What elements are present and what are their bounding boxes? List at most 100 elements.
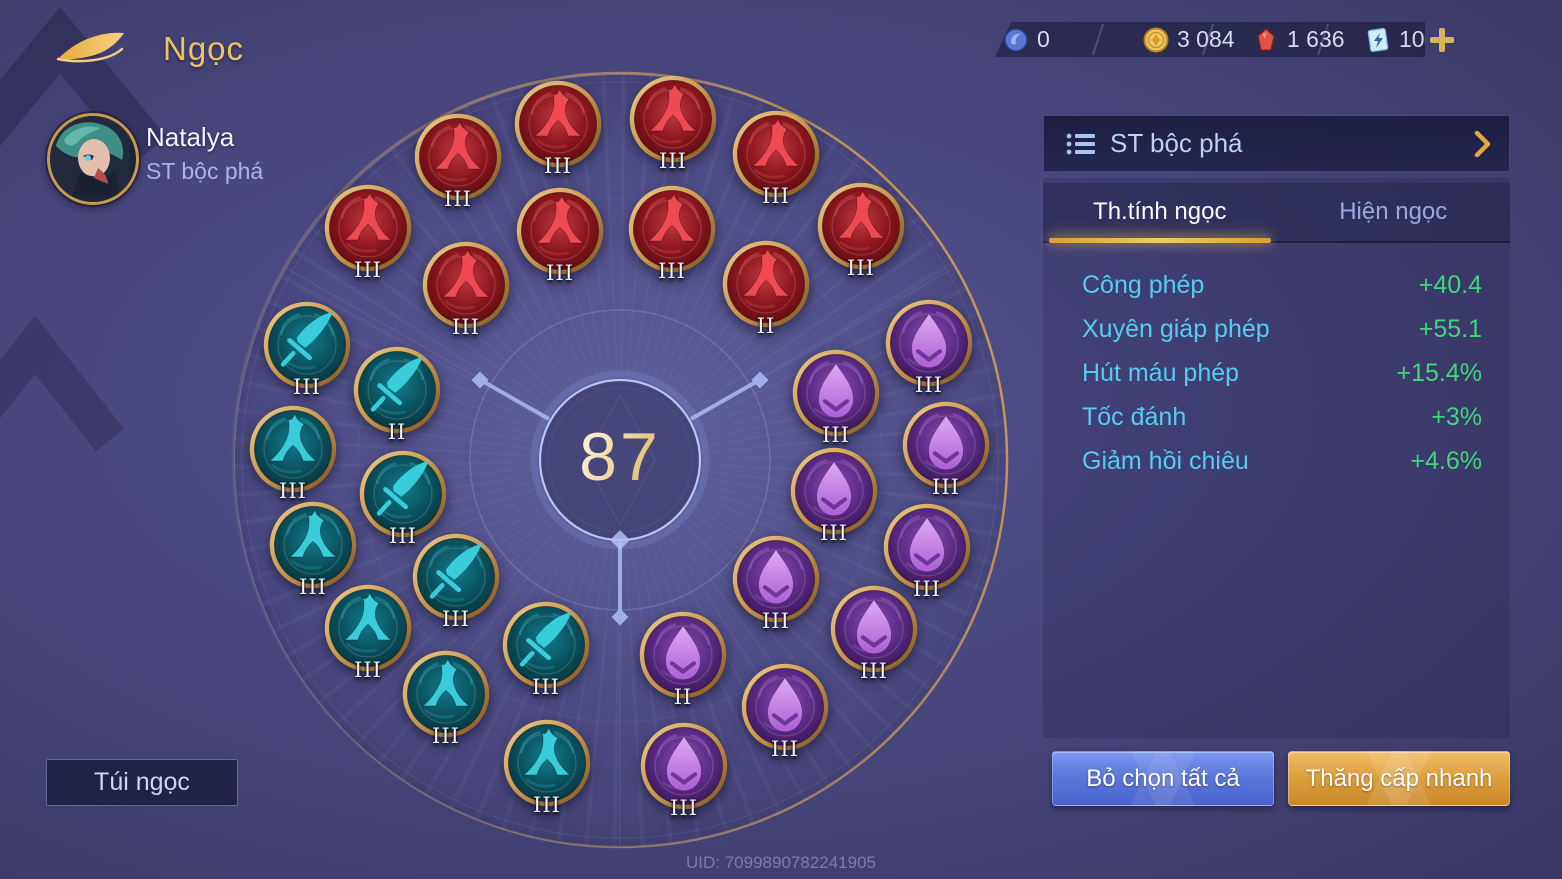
gold-coin-icon	[1143, 27, 1169, 53]
back-arrow-icon	[56, 32, 124, 63]
gem-purple-drop-22[interactable]: III	[790, 347, 882, 447]
currency-value: 0	[1037, 26, 1050, 52]
gem-level: III	[762, 609, 790, 633]
add-currency-button[interactable]	[1426, 24, 1458, 56]
gem-teal-sword-11[interactable]: III	[261, 299, 353, 399]
gem-level: III	[546, 261, 574, 285]
gem-teal-phoenix-15[interactable]: III	[267, 499, 359, 599]
back-button[interactable]	[50, 24, 130, 72]
gem-teal-phoenix-19[interactable]: III	[400, 648, 492, 748]
stat-value: +4.6%	[1410, 446, 1482, 475]
gem-purple-drop-21[interactable]: III	[883, 297, 975, 397]
list-icon	[1066, 133, 1095, 154]
chevron-right-icon	[1474, 130, 1491, 157]
gem-teal-phoenix-17[interactable]: III	[322, 582, 414, 682]
gem-purple-drop-29[interactable]: III	[739, 661, 831, 761]
gem-purple-drop-24[interactable]: III	[788, 445, 880, 545]
ticket-icon	[1365, 27, 1391, 53]
gem-red-phoenix-5[interactable]: III	[730, 108, 822, 208]
gem-level: III	[822, 423, 850, 447]
gem-level: III	[658, 259, 686, 283]
gem-level: III	[293, 375, 321, 399]
gem-level: III	[354, 258, 382, 282]
gem-level: III	[533, 793, 561, 817]
gem-level: III	[544, 154, 572, 178]
currency-value: 1 636	[1287, 26, 1345, 52]
player-build-label: ST bộc phá	[146, 158, 264, 184]
stat-label: Giảm hồi chiêu	[1082, 446, 1249, 475]
currency-ruby[interactable]: 1 636	[1253, 22, 1345, 57]
rune-wheel-frame	[231, 71, 1009, 849]
gem-red-phoenix-4[interactable]: III	[627, 73, 719, 173]
gem-teal-sword-14[interactable]: III	[357, 448, 449, 548]
tab-current-runes[interactable]: Hiện ngọc	[1277, 183, 1511, 241]
currency-bar: 0 3 084 1 636 10	[995, 22, 1425, 57]
stat-value: +40.4	[1418, 270, 1482, 299]
rune-page-selector[interactable]: ST bộc phá	[1043, 115, 1510, 172]
stat-label: Xuyên giáp phép	[1082, 314, 1270, 343]
gem-level: III	[532, 675, 560, 699]
stat-value: +15.4%	[1396, 358, 1483, 387]
gem-level: II	[387, 420, 407, 444]
total-rune-level: 87	[545, 418, 695, 496]
deselect-all-button[interactable]: Bỏ chọn tất cả	[1052, 751, 1274, 806]
gem-teal-sword-12[interactable]: II	[351, 344, 443, 444]
gem-level: III	[913, 577, 941, 601]
gem-level: III	[444, 187, 472, 211]
gem-red-phoenix-3[interactable]: III	[512, 78, 604, 178]
gem-level: II	[673, 685, 693, 709]
ruby-icon	[1253, 27, 1279, 53]
gem-red-phoenix-8[interactable]: III	[514, 185, 606, 285]
quick-upgrade-button[interactable]: Thăng cấp nhanh	[1288, 751, 1510, 806]
rune-page-title: ST bộc phá	[1110, 128, 1243, 158]
gem-level: III	[432, 724, 460, 748]
gem-red-phoenix-2[interactable]: III	[412, 111, 504, 211]
rune-detail-panel: ST bộc phá Th.tính ngọc Hiện ngọc Công ph…	[1043, 115, 1510, 807]
gem-purple-drop-30[interactable]: III	[638, 720, 730, 820]
gem-level: II	[756, 314, 776, 338]
rune-bag-button[interactable]: Túi ngọc	[46, 759, 238, 806]
gem-red-phoenix-9[interactable]: III	[626, 183, 718, 283]
gem-purple-drop-28[interactable]: III	[828, 583, 920, 683]
gem-level: III	[762, 184, 790, 208]
stat-label: Tốc đánh	[1082, 402, 1187, 431]
tab-rune-stats[interactable]: Th.tính ngọc	[1043, 183, 1277, 243]
stat-row: Giảm hồi chiêu +4.6%	[1043, 439, 1510, 483]
gem-level: III	[659, 149, 687, 173]
gem-teal-sword-18[interactable]: III	[500, 599, 592, 699]
currency-magic-orb[interactable]: 0	[1003, 22, 1050, 57]
gem-level: III	[452, 315, 480, 339]
gem-teal-sword-16[interactable]: III	[410, 531, 502, 631]
gem-level: III	[354, 658, 382, 682]
gem-level: III	[820, 521, 848, 545]
player-name: Natalya	[146, 122, 235, 152]
gem-red-phoenix-7[interactable]: III	[420, 239, 512, 339]
magic-orb-icon	[1003, 27, 1029, 53]
gem-red-phoenix-10[interactable]: II	[720, 238, 812, 338]
gem-purple-drop-26[interactable]: III	[730, 533, 822, 633]
stat-value: +55.1	[1418, 314, 1482, 343]
gem-level: III	[771, 737, 799, 761]
gem-level: III	[670, 796, 698, 820]
gem-purple-drop-25[interactable]: III	[881, 501, 973, 601]
stat-row: Hút máu phép +15.4%	[1043, 351, 1510, 395]
gem-level: III	[389, 524, 417, 548]
uid-label: UID: 7099890782241905	[686, 853, 876, 872]
avatar	[47, 113, 139, 205]
gem-teal-phoenix-20[interactable]: III	[501, 717, 593, 817]
gem-red-phoenix-6[interactable]: III	[815, 180, 907, 280]
gem-level: III	[932, 475, 960, 499]
panel-tabs: Th.tính ngọc Hiện ngọc	[1043, 183, 1510, 243]
currency-gold-coin[interactable]: 3 084	[1143, 22, 1235, 57]
currency-ticket[interactable]: 10	[1365, 22, 1425, 57]
gem-purple-drop-27[interactable]: II	[637, 609, 729, 709]
stat-value: +3%	[1431, 402, 1482, 431]
gem-red-phoenix-1[interactable]: III	[322, 182, 414, 282]
gem-teal-phoenix-13[interactable]: III	[247, 403, 339, 503]
stat-label: Công phép	[1082, 270, 1205, 299]
gem-level: III	[847, 256, 875, 280]
currency-value: 10	[1399, 26, 1425, 52]
gem-purple-drop-23[interactable]: III	[900, 399, 992, 499]
currency-value: 3 084	[1177, 26, 1235, 52]
